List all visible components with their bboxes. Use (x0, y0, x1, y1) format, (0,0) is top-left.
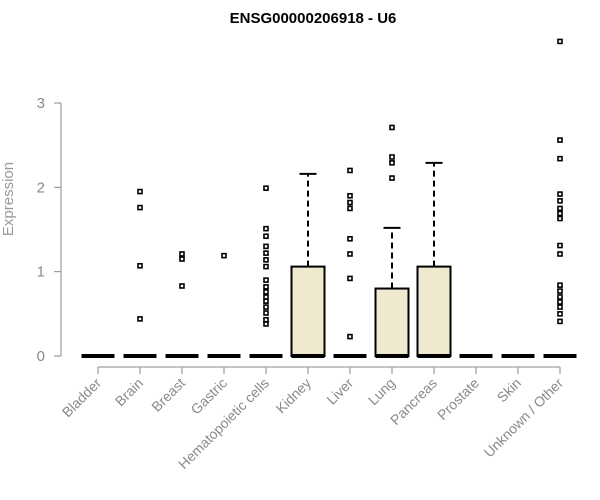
x-tick-label: Prostate (434, 375, 482, 423)
x-tick-label: Liver (323, 375, 356, 408)
x-tick-label: Bladder (59, 375, 105, 421)
outlier-point (263, 263, 269, 270)
outlier-point (347, 333, 353, 340)
outlier-point (137, 262, 143, 269)
box-group-pancreas (416, 161, 452, 358)
outlier-point (557, 215, 563, 222)
x-tick-label: Pancreas (387, 375, 440, 428)
outlier-point (137, 204, 143, 211)
outlier-point (557, 198, 563, 204)
outlier-point (263, 294, 269, 300)
box-group-kidney (290, 172, 326, 358)
outlier-point (263, 321, 269, 327)
box-group-hematopoietic-cells (249, 185, 283, 358)
outlier-point (557, 299, 563, 305)
outlier-point (557, 251, 563, 257)
outlier-point (263, 277, 269, 283)
outlier-point (137, 188, 143, 195)
outlier-point (179, 283, 185, 289)
x-tick-label: Brain (112, 375, 146, 409)
box (374, 287, 410, 357)
outlier-point (263, 284, 269, 290)
outlier-point (263, 233, 269, 240)
outlier-point (389, 154, 395, 160)
outlier-point (557, 155, 563, 162)
box-group-breast (165, 251, 199, 358)
outlier-point (347, 199, 353, 206)
outlier-point (389, 124, 395, 131)
outlier-point (347, 192, 353, 199)
box (290, 265, 326, 357)
outlier-point (347, 235, 353, 242)
outlier-point (347, 167, 353, 174)
y-tick-label: 2 (37, 179, 45, 196)
outlier-point (263, 225, 269, 232)
plot-area (81, 38, 577, 358)
outlier-point (557, 288, 563, 294)
outlier-point (263, 257, 269, 263)
outlier-point (557, 38, 563, 45)
outlier-point (347, 251, 353, 257)
x-tick-label: Skin (494, 375, 525, 406)
outlier-point (263, 298, 269, 304)
y-tick-label: 0 (37, 348, 45, 365)
box (416, 265, 452, 357)
outlier-point (263, 243, 269, 250)
outlier-point (263, 289, 269, 295)
outlier-point (179, 256, 185, 262)
outlier-point (263, 316, 269, 323)
outlier-point (347, 205, 353, 212)
chart-title: ENSG00000206918 - U6 (230, 10, 397, 27)
outlier-point (221, 252, 227, 259)
x-tick-label: Kidney (273, 375, 315, 417)
outlier-point (389, 160, 395, 166)
y-axis: 0 1 2 3 (37, 95, 62, 365)
y-axis-label: Expression (0, 162, 17, 236)
y-tick-label: 1 (37, 264, 45, 281)
outlier-point (557, 318, 563, 325)
outlier-point (557, 304, 563, 310)
box-group-unknown-other (543, 38, 577, 358)
box-group-liver (333, 167, 367, 358)
outlier-point (557, 294, 563, 300)
outlier-point (263, 304, 269, 310)
box-group-gastric (207, 252, 241, 358)
outlier-point (179, 251, 185, 257)
outlier-point (263, 250, 269, 256)
outlier-point (557, 210, 563, 217)
outlier-point (137, 316, 143, 322)
outlier-point (263, 185, 269, 191)
outlier-point (557, 137, 563, 143)
outlier-point (557, 282, 563, 288)
box-group-lung (374, 124, 410, 358)
outlier-point (263, 310, 269, 316)
outlier-point (557, 311, 563, 317)
x-tick-label: Lung (365, 375, 398, 408)
outlier-point (557, 191, 563, 197)
x-tick-label: Breast (148, 375, 188, 415)
outlier-point (557, 242, 563, 249)
outlier-point (557, 205, 563, 212)
outlier-point (389, 175, 395, 181)
outlier-point (347, 275, 353, 282)
y-tick-label: 3 (37, 95, 45, 112)
box-group-brain (123, 188, 157, 358)
x-tick-label: Unknown / Other (481, 375, 567, 461)
